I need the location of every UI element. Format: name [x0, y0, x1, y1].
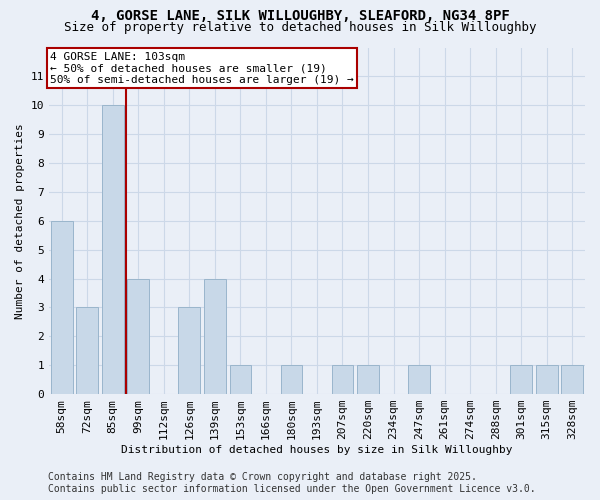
Bar: [408, 365, 430, 394]
Bar: [332, 365, 353, 394]
Bar: [230, 365, 251, 394]
Bar: [102, 106, 124, 394]
Y-axis label: Number of detached properties: Number of detached properties: [15, 123, 25, 318]
Bar: [204, 278, 226, 394]
Bar: [281, 365, 302, 394]
Text: Contains HM Land Registry data © Crown copyright and database right 2025.
Contai: Contains HM Land Registry data © Crown c…: [48, 472, 536, 494]
Text: Size of property relative to detached houses in Silk Willoughby: Size of property relative to detached ho…: [64, 21, 536, 34]
Bar: [51, 221, 73, 394]
Bar: [562, 365, 583, 394]
Bar: [178, 308, 200, 394]
Bar: [76, 308, 98, 394]
Bar: [357, 365, 379, 394]
Text: 4, GORSE LANE, SILK WILLOUGHBY, SLEAFORD, NG34 8PF: 4, GORSE LANE, SILK WILLOUGHBY, SLEAFORD…: [91, 9, 509, 23]
Bar: [536, 365, 557, 394]
Text: 4 GORSE LANE: 103sqm
← 50% of detached houses are smaller (19)
50% of semi-detac: 4 GORSE LANE: 103sqm ← 50% of detached h…: [50, 52, 354, 85]
X-axis label: Distribution of detached houses by size in Silk Willoughby: Distribution of detached houses by size …: [121, 445, 513, 455]
Bar: [127, 278, 149, 394]
Bar: [511, 365, 532, 394]
